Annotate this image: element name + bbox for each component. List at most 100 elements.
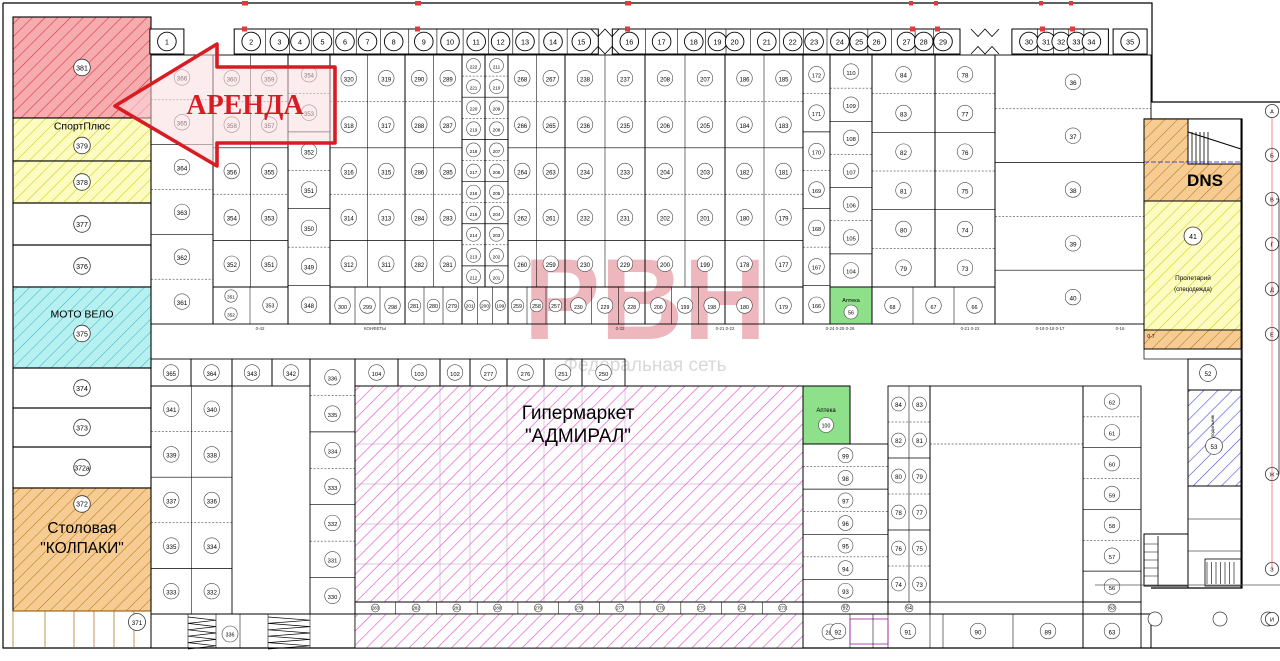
svg-text:231: 231 xyxy=(620,217,631,223)
svg-text:63: 63 xyxy=(1109,606,1115,612)
svg-text:КОНФЕТЫ: КОНФЕТЫ xyxy=(364,326,386,331)
svg-text:2: 2 xyxy=(249,38,253,47)
svg-text:0-42: 0-42 xyxy=(256,326,265,331)
svg-text:356: 356 xyxy=(227,169,238,176)
svg-text:104: 104 xyxy=(372,372,382,378)
svg-text:63: 63 xyxy=(1109,630,1116,636)
svg-text:0-24 0-25 0-26: 0-24 0-25 0-26 xyxy=(826,326,855,331)
svg-text:90: 90 xyxy=(975,629,982,636)
svg-text:106: 106 xyxy=(846,203,856,209)
svg-text:221: 221 xyxy=(470,86,478,91)
svg-text:7: 7 xyxy=(365,38,369,47)
svg-text:334: 334 xyxy=(328,449,338,455)
svg-text:35: 35 xyxy=(1126,38,1134,47)
svg-text:4: 4 xyxy=(298,38,302,47)
svg-text:331: 331 xyxy=(328,559,338,565)
svg-text:АРЕНДА: АРЕНДА xyxy=(186,90,304,121)
svg-text:333: 333 xyxy=(328,486,338,492)
svg-text:376: 376 xyxy=(76,264,88,271)
svg-text:351: 351 xyxy=(227,295,235,300)
svg-text:355: 355 xyxy=(264,169,275,176)
svg-text:58: 58 xyxy=(1109,524,1115,530)
svg-text:0-21 0-22: 0-21 0-22 xyxy=(716,326,735,331)
svg-text:84: 84 xyxy=(900,73,907,80)
svg-text:92: 92 xyxy=(843,606,849,612)
svg-text:212: 212 xyxy=(470,275,478,280)
svg-text:0-21 0-22: 0-21 0-22 xyxy=(961,326,980,331)
svg-text:372а: 372а xyxy=(74,465,90,472)
svg-text:340: 340 xyxy=(207,407,218,414)
svg-text:276: 276 xyxy=(521,372,531,378)
svg-text:232: 232 xyxy=(580,217,591,223)
svg-text:57: 57 xyxy=(1109,555,1115,561)
svg-text:36: 36 xyxy=(1069,80,1077,87)
svg-text:317: 317 xyxy=(381,124,392,130)
svg-text:73: 73 xyxy=(962,266,969,273)
svg-text:363: 363 xyxy=(177,210,188,217)
svg-text:3: 3 xyxy=(277,38,281,47)
svg-text:209: 209 xyxy=(493,107,501,112)
svg-text:8: 8 xyxy=(392,38,396,47)
svg-text:207: 207 xyxy=(700,77,711,83)
svg-text:336: 336 xyxy=(207,498,218,505)
svg-text:184: 184 xyxy=(739,124,750,130)
svg-text:22: 22 xyxy=(789,38,797,47)
svg-text:178: 178 xyxy=(739,263,750,269)
svg-text:5: 5 xyxy=(320,38,324,47)
svg-text:103: 103 xyxy=(414,372,424,378)
svg-text:264: 264 xyxy=(517,170,528,176)
svg-text:238: 238 xyxy=(580,77,591,83)
svg-text:353: 353 xyxy=(266,304,275,310)
svg-text:Пролетарий: Пролетарий xyxy=(1175,274,1211,282)
svg-text:84: 84 xyxy=(895,403,902,409)
svg-text:39: 39 xyxy=(1069,242,1077,249)
svg-text:334: 334 xyxy=(207,544,218,551)
svg-text:373: 373 xyxy=(76,425,88,432)
svg-text:37: 37 xyxy=(1069,134,1077,141)
svg-text:79: 79 xyxy=(916,475,923,481)
svg-text:64: 64 xyxy=(906,606,912,612)
svg-text:75: 75 xyxy=(916,547,923,553)
svg-text:61: 61 xyxy=(1109,432,1115,438)
svg-text:И: И xyxy=(1270,617,1274,623)
svg-text:40: 40 xyxy=(1069,295,1077,302)
svg-text:98: 98 xyxy=(842,477,849,483)
svg-text:0-16: 0-16 xyxy=(1116,326,1125,331)
svg-text:169: 169 xyxy=(812,189,821,195)
svg-text:381: 381 xyxy=(76,65,88,72)
svg-text:"КОЛПАКИ": "КОЛПАКИ" xyxy=(40,540,124,557)
svg-text:99: 99 xyxy=(842,454,849,460)
svg-text:365: 365 xyxy=(166,372,177,378)
svg-text:79: 79 xyxy=(900,266,907,273)
svg-text:259: 259 xyxy=(546,263,557,269)
svg-text:319: 319 xyxy=(381,77,392,83)
svg-text:285: 285 xyxy=(443,170,454,176)
svg-text:10: 10 xyxy=(446,38,454,47)
svg-text:13: 13 xyxy=(521,38,529,47)
svg-text:300: 300 xyxy=(338,305,347,311)
svg-text:81: 81 xyxy=(916,439,923,445)
svg-text:170: 170 xyxy=(812,150,821,156)
svg-text:68: 68 xyxy=(890,305,896,311)
svg-text:(спецодежда): (спецодежда) xyxy=(1174,287,1212,293)
svg-text:74: 74 xyxy=(962,227,969,234)
svg-text:179: 179 xyxy=(778,217,789,223)
svg-text:299: 299 xyxy=(363,305,372,311)
svg-text:80: 80 xyxy=(900,227,907,234)
svg-text:21: 21 xyxy=(763,38,771,47)
svg-text:235: 235 xyxy=(620,124,631,130)
svg-text:199: 199 xyxy=(700,263,711,269)
svg-text:339: 339 xyxy=(166,453,177,460)
svg-text:26: 26 xyxy=(872,38,880,47)
svg-text:282: 282 xyxy=(413,606,421,611)
svg-text:282: 282 xyxy=(414,263,425,269)
svg-text:206: 206 xyxy=(493,170,501,175)
svg-text:341: 341 xyxy=(166,407,177,414)
svg-text:60: 60 xyxy=(1109,462,1115,468)
svg-text:198: 198 xyxy=(707,305,716,311)
svg-text:362: 362 xyxy=(177,255,188,262)
svg-text:75: 75 xyxy=(962,189,969,196)
svg-text:СпортПлюс: СпортПлюс xyxy=(54,121,110,133)
svg-text:205: 205 xyxy=(700,124,711,130)
svg-text:А: А xyxy=(1270,109,1274,115)
